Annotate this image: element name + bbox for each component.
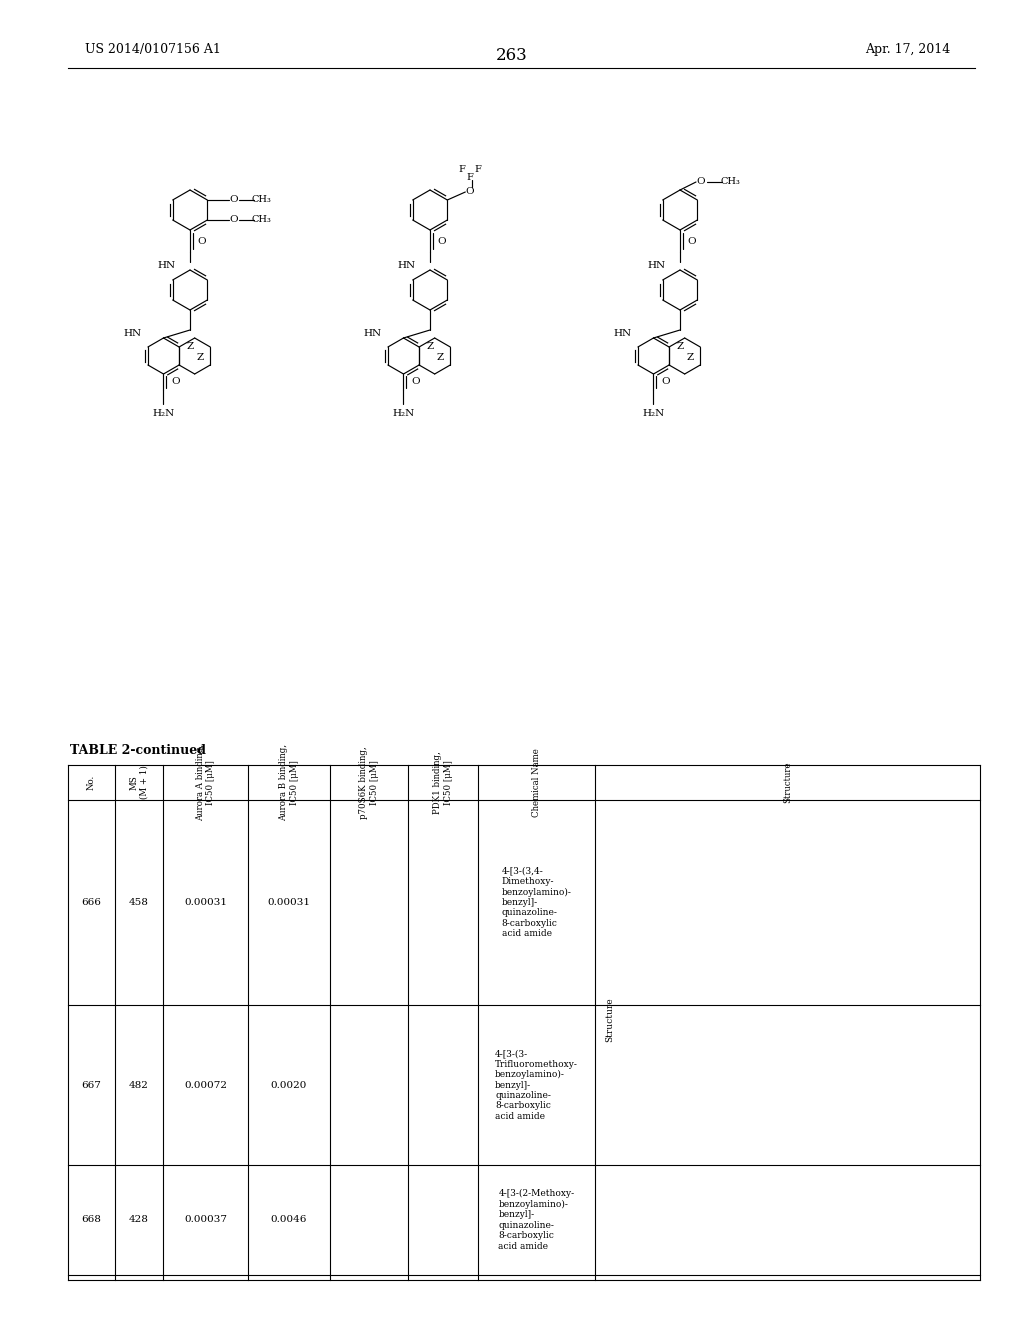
Text: H₂N: H₂N (642, 408, 665, 417)
Text: 428: 428 (129, 1216, 148, 1225)
Text: 667: 667 (82, 1081, 101, 1089)
Text: Structure: Structure (605, 998, 614, 1043)
Text: CH₃: CH₃ (251, 215, 271, 224)
Text: O: O (696, 177, 706, 186)
Text: O: O (465, 187, 474, 197)
Text: No.: No. (87, 775, 96, 791)
Text: O: O (412, 378, 420, 387)
Text: O: O (662, 378, 670, 387)
Text: O: O (229, 215, 238, 224)
Text: MS
(M + 1): MS (M + 1) (129, 766, 148, 800)
Text: 668: 668 (82, 1216, 101, 1225)
Text: O: O (171, 378, 180, 387)
Text: 0.00031: 0.00031 (184, 898, 227, 907)
Text: TABLE 2-continued: TABLE 2-continued (70, 744, 206, 756)
Text: Chemical Name: Chemical Name (532, 748, 541, 817)
Text: 0.00072: 0.00072 (184, 1081, 227, 1089)
Text: HN: HN (158, 261, 176, 271)
Text: US 2014/0107156 A1: US 2014/0107156 A1 (85, 44, 221, 57)
Text: p70S6K binding,
IC50 [μM]: p70S6K binding, IC50 [μM] (359, 746, 379, 818)
Text: HN: HN (648, 261, 666, 271)
Text: H₂N: H₂N (392, 408, 415, 417)
Text: F: F (459, 165, 466, 174)
Text: 4-[3-(2-Methoxy-
benzoylaminо)-
benzyl]-
quinazoline-
8-carboxylic
acid amide: 4-[3-(2-Methoxy- benzoylaminо)- benzyl]-… (499, 1189, 574, 1250)
Text: 0.0046: 0.0046 (270, 1216, 307, 1225)
Text: CH₃: CH₃ (720, 177, 740, 186)
Text: 0.00037: 0.00037 (184, 1216, 227, 1225)
Text: O: O (437, 236, 446, 246)
Text: 4-[3-(3,4-
Dimethoxy-
benzoylaminо)-
benzyl]-
quinazoline-
8-carboxylic
acid ami: 4-[3-(3,4- Dimethoxy- benzoylaminо)- ben… (502, 867, 571, 939)
Text: F: F (467, 173, 474, 182)
Text: 0.00031: 0.00031 (267, 898, 310, 907)
Text: 0.0020: 0.0020 (270, 1081, 307, 1089)
Text: HN: HN (398, 261, 416, 271)
Text: 666: 666 (82, 898, 101, 907)
Text: 458: 458 (129, 898, 148, 907)
Text: Z: Z (427, 342, 434, 351)
Text: Z: Z (687, 354, 694, 362)
Text: 4-[3-(3-
Trifluoromethoxy-
benzoylaminо)-
benzyl]-
quinazoline-
8-carboxylic
aci: 4-[3-(3- Trifluoromethoxy- benzoylaminо)… (495, 1049, 578, 1121)
Text: HN: HN (123, 329, 141, 338)
Text: Aurora A binding,
IC50 [μM]: Aurora A binding, IC50 [μM] (196, 744, 215, 821)
Text: PDK1 binding,
IC50 [μM]: PDK1 binding, IC50 [μM] (433, 751, 453, 814)
Text: 263: 263 (496, 46, 528, 63)
Text: Z: Z (437, 354, 444, 362)
Text: Z: Z (677, 342, 684, 351)
Text: Structure: Structure (783, 762, 792, 804)
Text: Aurora B binding,
IC50 [μM]: Aurora B binding, IC50 [μM] (280, 744, 299, 821)
Text: O: O (198, 236, 206, 246)
Text: HN: HN (364, 329, 382, 338)
Text: H₂N: H₂N (153, 408, 175, 417)
Text: CH₃: CH₃ (251, 195, 271, 205)
Text: Apr. 17, 2014: Apr. 17, 2014 (864, 44, 950, 57)
Text: Z: Z (197, 354, 205, 362)
Text: O: O (229, 195, 238, 205)
Text: F: F (475, 165, 481, 174)
Text: Z: Z (187, 342, 195, 351)
Text: HN: HN (613, 329, 632, 338)
Text: 482: 482 (129, 1081, 148, 1089)
Text: O: O (688, 236, 696, 246)
